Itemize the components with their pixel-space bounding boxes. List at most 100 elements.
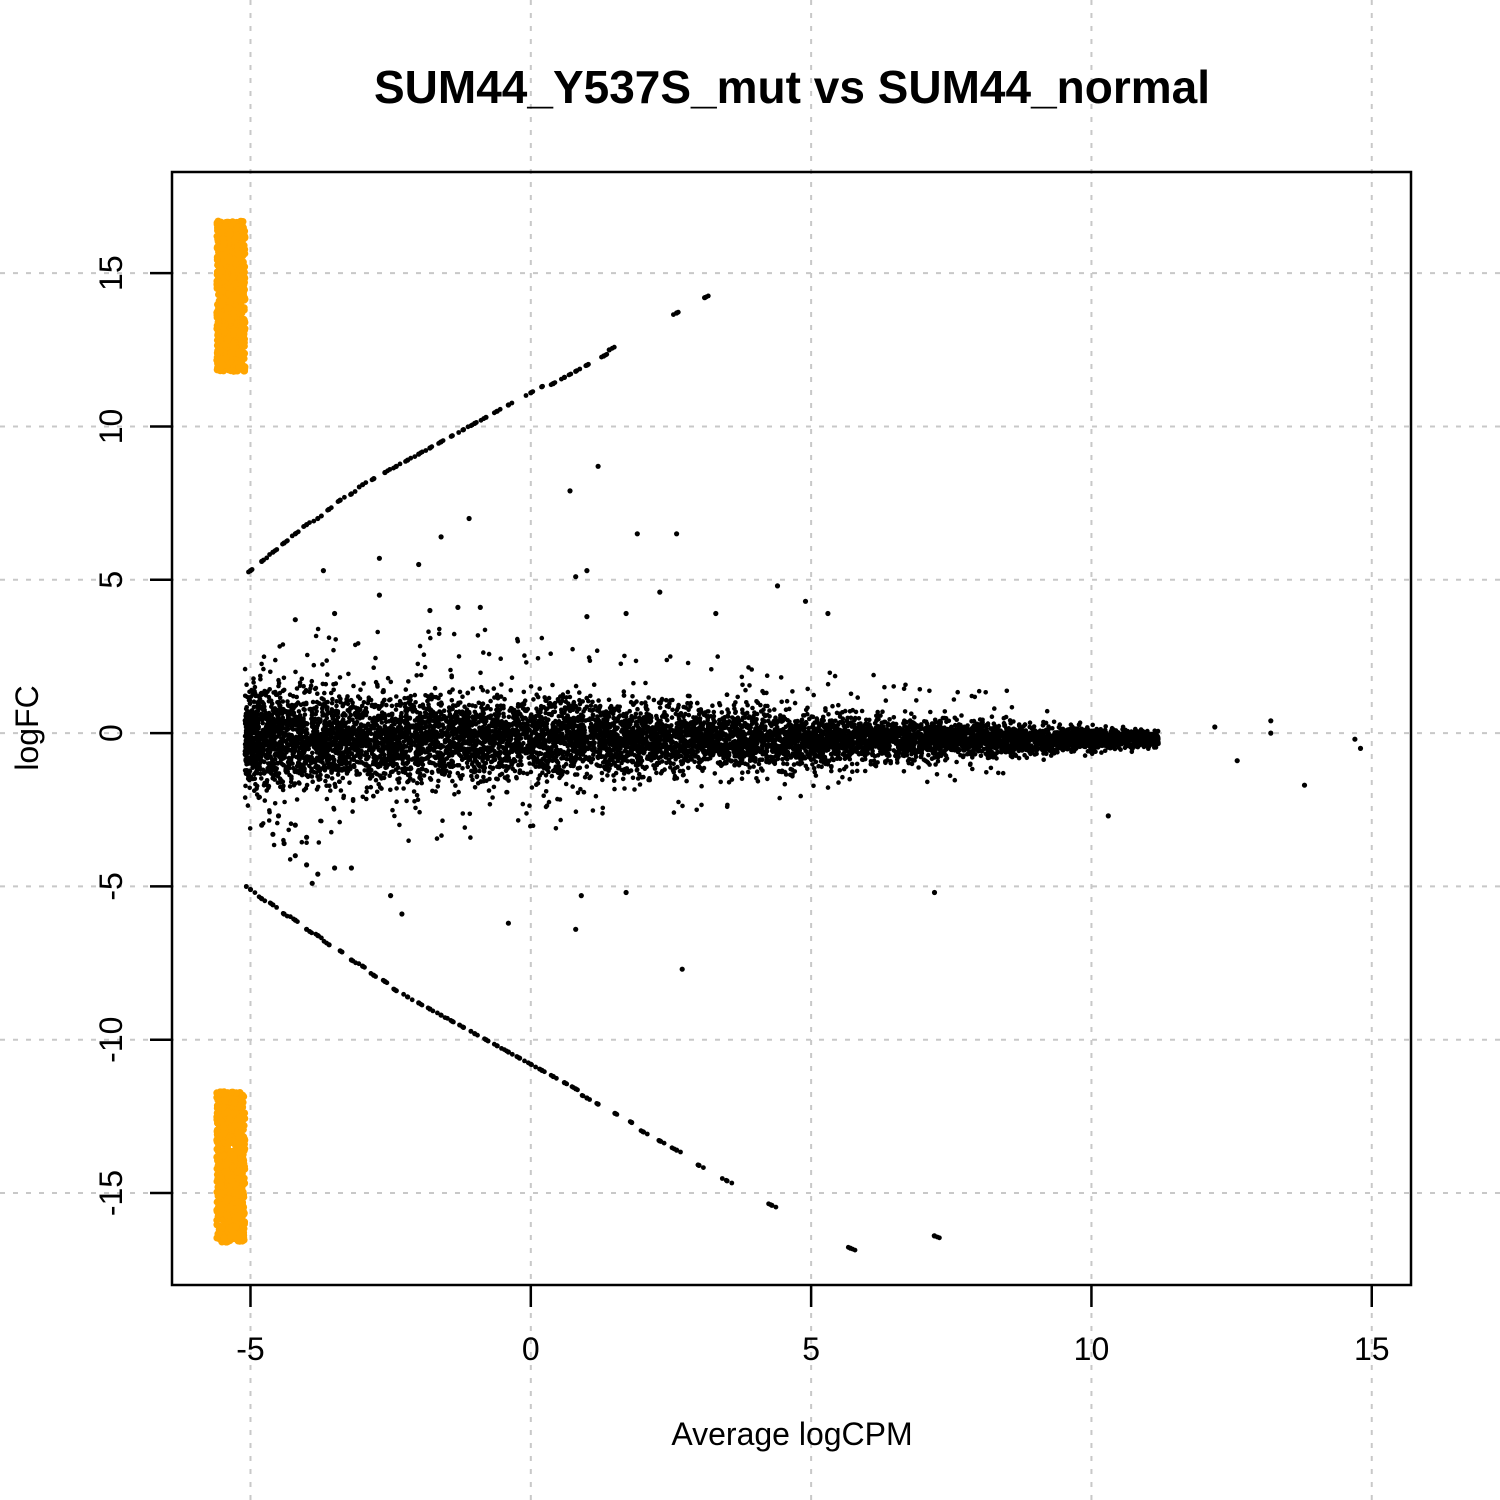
data-point [628,1119,634,1125]
data-point [301,524,306,529]
data-point [472,785,478,790]
data-point [328,690,334,696]
data-point [260,821,266,826]
data-point [243,884,249,889]
data-point [704,294,709,300]
data-point [427,1006,433,1012]
data-point [634,767,640,772]
data-point [376,592,382,598]
data-point [680,768,686,774]
data-points [213,217,1364,1253]
data-point [399,911,405,917]
data-point [644,1131,650,1137]
data-point [385,675,391,681]
data-point [762,713,768,719]
data-point [931,1233,937,1239]
data-point [362,768,368,773]
data-point [405,994,411,1000]
data-point [637,771,642,777]
data-point [671,312,676,317]
data-point [854,761,860,767]
data-point [550,381,556,386]
data-point [711,709,717,715]
data-point [249,567,255,572]
data-point [413,700,418,705]
data-point [497,406,503,412]
data-point [285,699,290,704]
data-point [623,610,629,617]
data-point [564,1081,569,1087]
data-point [767,714,772,719]
data-point [599,770,605,776]
data-point [440,438,446,443]
data-point [891,715,897,720]
data-point [360,964,366,969]
data-point [361,700,367,705]
data-point [403,749,409,754]
data-point [739,776,745,781]
data-point [455,604,461,611]
data-point [751,764,756,769]
data-point [606,347,612,353]
data-point [291,782,297,788]
data-point [765,703,770,709]
data-point [830,703,835,709]
data-point [436,441,441,446]
data-point [1102,748,1108,753]
data-point [423,693,428,698]
data-point [959,713,964,718]
data-point [423,448,429,453]
data-point [292,617,298,623]
data-point [594,1101,600,1106]
data-point [674,531,680,537]
data-point [401,991,406,997]
data-point [466,515,472,522]
data-point [684,778,689,784]
data-point [297,680,303,685]
data-point [1016,755,1022,761]
data-point [474,420,479,425]
data-point [252,890,258,895]
data-point [501,711,506,717]
data-point [449,433,454,439]
data-point [332,865,338,871]
data-point [416,561,422,568]
data-point [393,464,398,470]
data-point [514,1054,520,1059]
data-point [696,712,702,717]
data-point [437,763,443,769]
data-point [611,715,616,721]
data-point [595,463,601,469]
data-point [669,1145,675,1151]
data-point [603,352,608,358]
data-point [725,713,730,718]
data-point [452,792,457,797]
data-point [267,552,272,557]
data-point [978,753,984,759]
data-point [465,764,471,770]
data-point [414,780,420,786]
data-point [1352,736,1358,742]
data-point [491,410,497,416]
data-point [298,702,304,708]
data-point [931,889,938,896]
data-point [304,782,310,788]
data-point [723,1177,729,1183]
data-point [478,670,483,676]
data-point [247,886,254,893]
data-point [935,759,941,764]
data-point [551,1074,556,1079]
data-point [537,773,543,778]
data-point [701,1165,706,1170]
data-point [569,1084,575,1090]
data-point [309,774,315,779]
data-point [313,931,319,937]
data-point [261,557,266,563]
data-point [638,1128,644,1134]
data-point [409,997,415,1003]
data-point [350,809,355,814]
data-point [292,853,298,859]
data-point [658,771,664,776]
data-point [326,942,332,948]
data-point [376,555,382,561]
